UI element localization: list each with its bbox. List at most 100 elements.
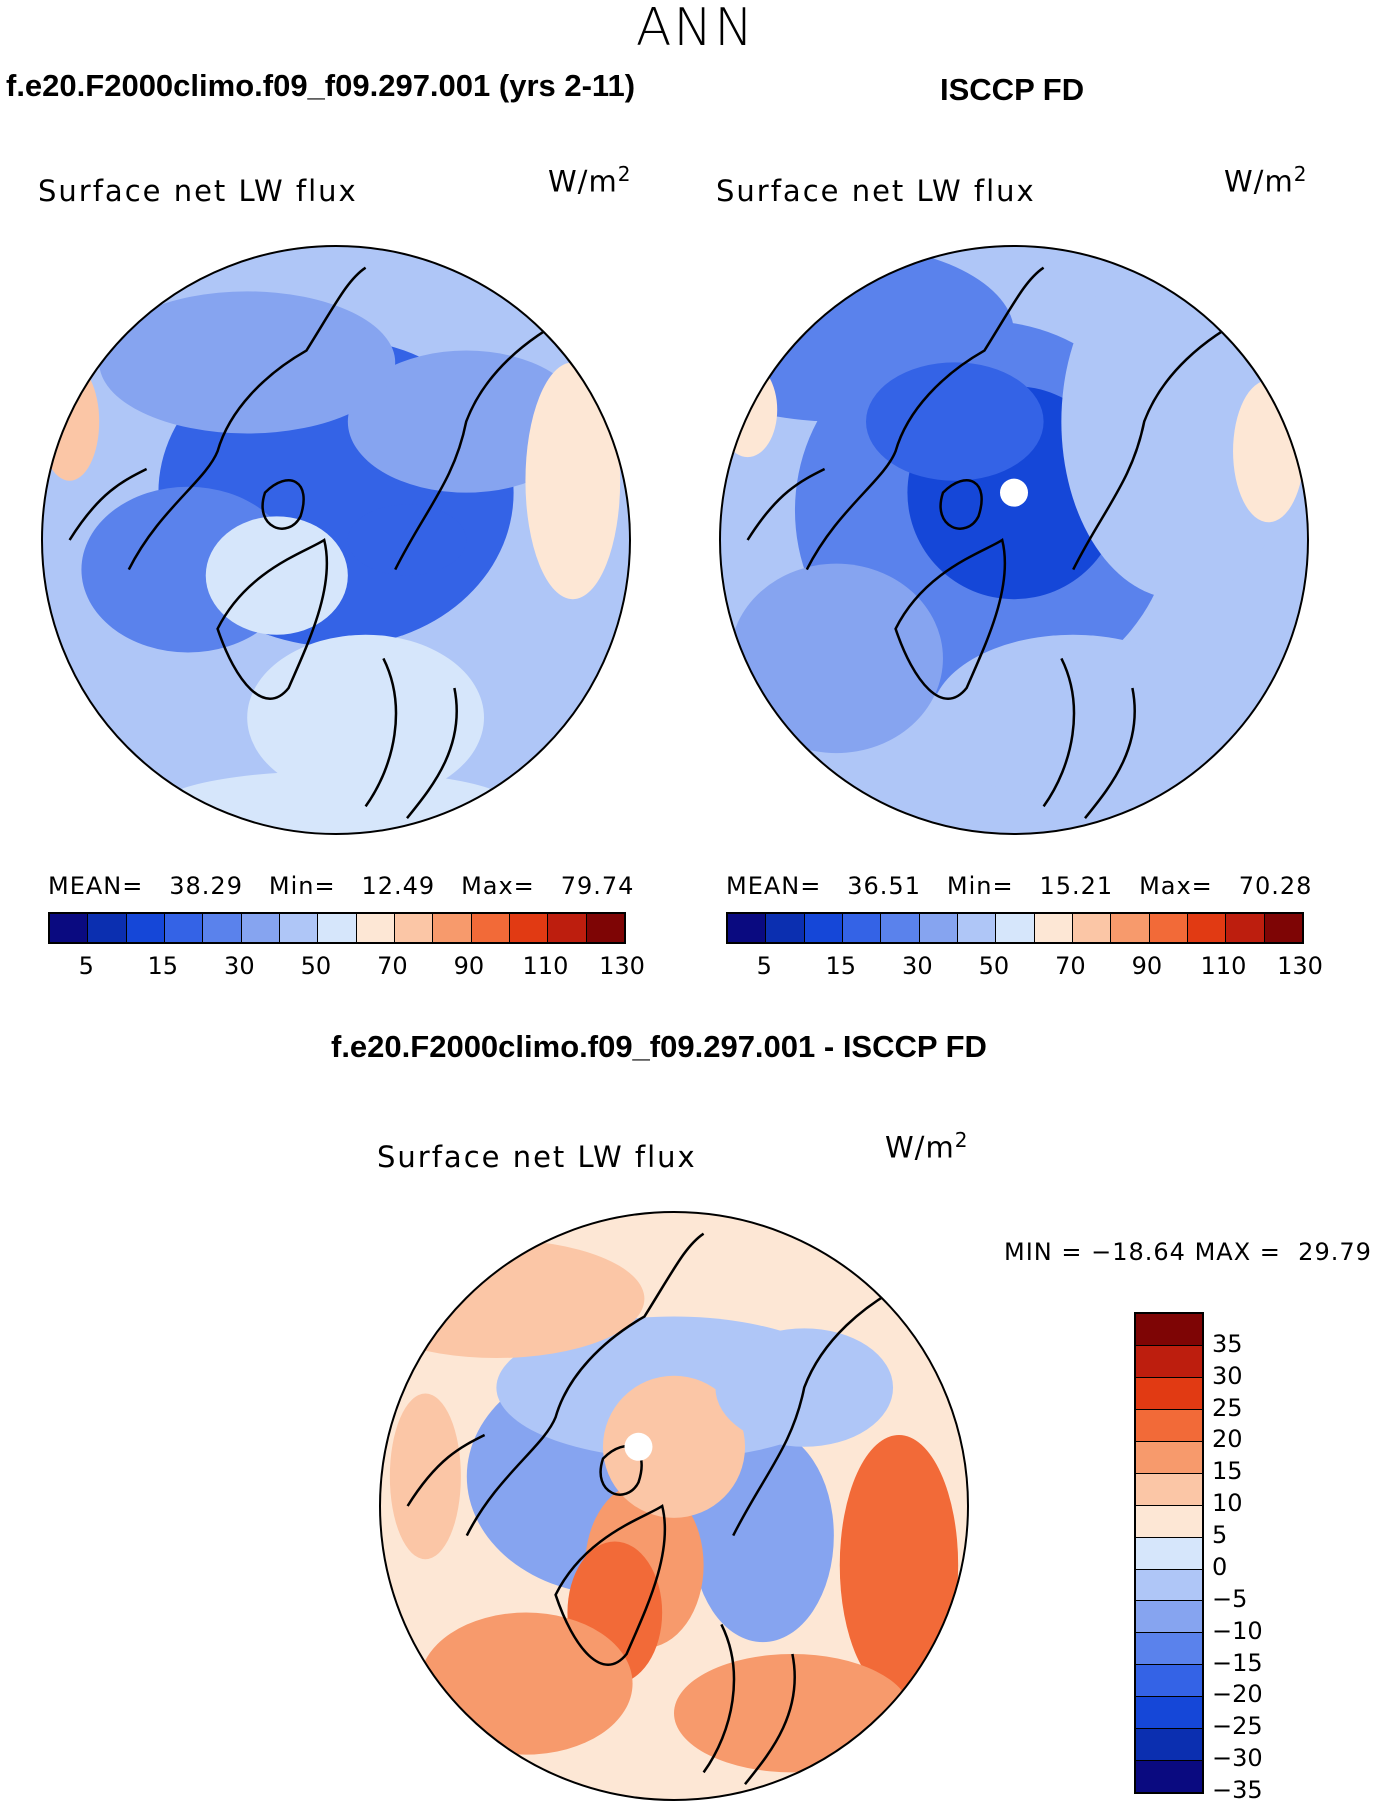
colorbar-swatch — [88, 914, 127, 942]
colorbar-swatch — [241, 914, 280, 942]
contour-region — [729, 563, 943, 754]
colorbar-swatch — [356, 914, 395, 942]
colorbar-swatch — [1264, 914, 1302, 942]
panel2-colorbar — [726, 912, 1304, 944]
colorbar-swatch — [1136, 1473, 1202, 1506]
map-fill — [380, 1212, 968, 1800]
colorbar-swatch — [1136, 1345, 1202, 1378]
coastline — [127, 266, 367, 571]
colorbar-tick-label: −15 — [1212, 1648, 1263, 1677]
missing-data-pole — [1000, 478, 1028, 507]
colorbar-tick-label: 25 — [1212, 1393, 1243, 1422]
contour-region — [839, 1434, 959, 1696]
colorbar-swatch — [804, 914, 843, 942]
panel2-max-value: 70.28 — [1238, 872, 1313, 900]
panel2-polar-map — [719, 245, 1309, 835]
colorbar-swatch — [1226, 914, 1265, 942]
panel2-min-value: 15.21 — [1039, 872, 1114, 900]
colorbar-swatch — [1136, 1377, 1202, 1410]
coastline — [216, 537, 329, 700]
coastline — [1042, 657, 1136, 819]
colorbar-tick-label: 30 — [902, 952, 933, 980]
colorbar-swatch — [279, 914, 319, 942]
panel3-max-value: 29.79 — [1298, 1238, 1372, 1266]
coastline — [261, 479, 305, 530]
colorbar-tick-label: −35 — [1212, 1776, 1263, 1804]
contour-region — [674, 1654, 911, 1773]
contour-region — [347, 504, 467, 576]
colorbar-swatch — [586, 914, 624, 942]
colorbar-swatch — [1136, 1665, 1202, 1698]
colorbar-tick-label: 70 — [1055, 952, 1086, 980]
colorbar-swatch — [919, 914, 958, 942]
map-border — [41, 245, 631, 835]
colorbar-swatch — [509, 914, 549, 942]
panel2-min-label: Min= — [946, 872, 1014, 900]
colorbar-swatch — [881, 914, 920, 942]
colorbar-tick-label: −5 — [1212, 1584, 1248, 1613]
colorbar-tick-label: −20 — [1212, 1680, 1263, 1709]
contour-region — [419, 1612, 633, 1755]
panel1-mean-value: 38.29 — [169, 872, 243, 900]
colorbar-swatch — [1136, 1409, 1202, 1442]
panel1-max-label: Max= — [461, 872, 535, 900]
colorbar-swatch — [1136, 1314, 1202, 1346]
colorbar-tick-label: 20 — [1212, 1425, 1243, 1454]
colorbar-swatch — [728, 914, 767, 942]
colorbar-swatch — [766, 914, 805, 942]
colorbar-swatch — [1136, 1601, 1202, 1634]
diff-header: f.e20.F2000climo.f09_f09.297.001 - ISCCP… — [331, 1029, 987, 1064]
panel2-max-label: Max= — [1139, 872, 1213, 900]
coastline — [939, 479, 983, 530]
colorbar-swatch — [203, 914, 242, 942]
colorbar-swatch — [1136, 1537, 1202, 1570]
colorbar-tick-label: 5 — [1212, 1521, 1228, 1550]
coastline — [805, 266, 1045, 571]
colorbar-tick-label: 130 — [599, 952, 645, 980]
map-fill — [42, 246, 630, 834]
colorbar-tick-label: 30 — [224, 952, 255, 980]
colorbar-swatch — [1136, 1569, 1202, 1602]
contour-region — [525, 362, 621, 600]
colorbar-tick-label: 5 — [78, 952, 94, 980]
panel3-stats: MIN = −18.64 MAX = 29.79 — [1004, 1238, 1372, 1266]
panel1-min-label: Min= — [268, 872, 336, 900]
colorbar-tick-label: 30 — [1212, 1361, 1243, 1390]
colorbar-swatch — [1136, 1633, 1202, 1666]
missing-data-pole — [624, 1432, 653, 1461]
coastline — [406, 1433, 486, 1507]
coastline — [68, 467, 148, 541]
colorbar-swatch — [433, 914, 472, 942]
colorbar-tick-label: 0 — [1212, 1552, 1228, 1581]
colorbar-tick-label: 15 — [825, 952, 857, 980]
coastline — [364, 657, 458, 819]
colorbar-swatch — [126, 914, 165, 942]
colorbar-tick-label: −30 — [1212, 1744, 1263, 1773]
contour-region — [720, 362, 778, 458]
coastline — [554, 1503, 667, 1666]
model-header: f.e20.F2000climo.f09_f09.297.001 (yrs 2-… — [6, 68, 636, 103]
colorbar-swatch — [394, 914, 434, 942]
colorbar-swatch — [842, 914, 882, 942]
colorbar-tick-label: 90 — [453, 952, 485, 980]
coastline — [465, 1232, 705, 1537]
colorbar-tick-label: 35 — [1212, 1329, 1243, 1358]
colorbar-tick-label: 90 — [1131, 952, 1163, 980]
colorbar-tick-label: 50 — [978, 952, 1010, 980]
map-border — [719, 245, 1309, 835]
panel1-stats: MEAN= 38.29 Min= 12.49 Max= 79.74 — [48, 872, 634, 900]
coastline — [732, 1279, 912, 1537]
contour-region — [866, 362, 1044, 481]
panel1-min-value: 12.49 — [361, 872, 436, 900]
contour-region — [247, 634, 484, 801]
coastline — [702, 1623, 796, 1785]
colorbar-swatch — [1136, 1505, 1202, 1538]
panel3-polar-map — [379, 1211, 969, 1801]
colorbar-swatch — [548, 914, 587, 942]
panel2-mean-value: 36.51 — [847, 872, 921, 900]
colorbar-swatch — [957, 914, 997, 942]
map-fill — [720, 246, 1308, 834]
panel1-mean-label: MEAN= — [48, 872, 144, 900]
panel1-colorbar — [48, 912, 626, 944]
panel3-colorbar — [1134, 1312, 1204, 1794]
